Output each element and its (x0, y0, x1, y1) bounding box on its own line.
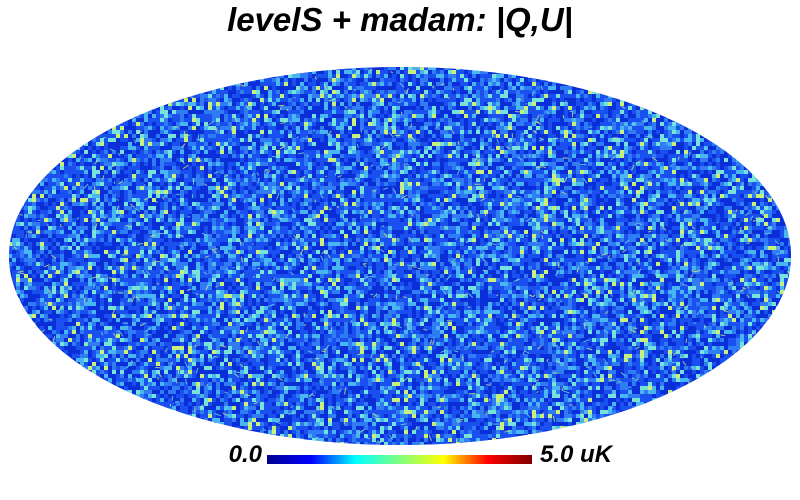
colorbar-max-label: 5.0 uK (540, 441, 613, 468)
mollweide-projection-map (9, 67, 791, 445)
sky-map (8, 66, 792, 446)
colorbar-gradient (267, 455, 532, 464)
colorbar: 0.0 5.0 uK (0, 438, 800, 478)
map-title: levelS + madam: |Q,U| (227, 1, 573, 38)
map-noise-field (9, 67, 791, 445)
colorbar-min-label: 0.0 (228, 441, 262, 468)
